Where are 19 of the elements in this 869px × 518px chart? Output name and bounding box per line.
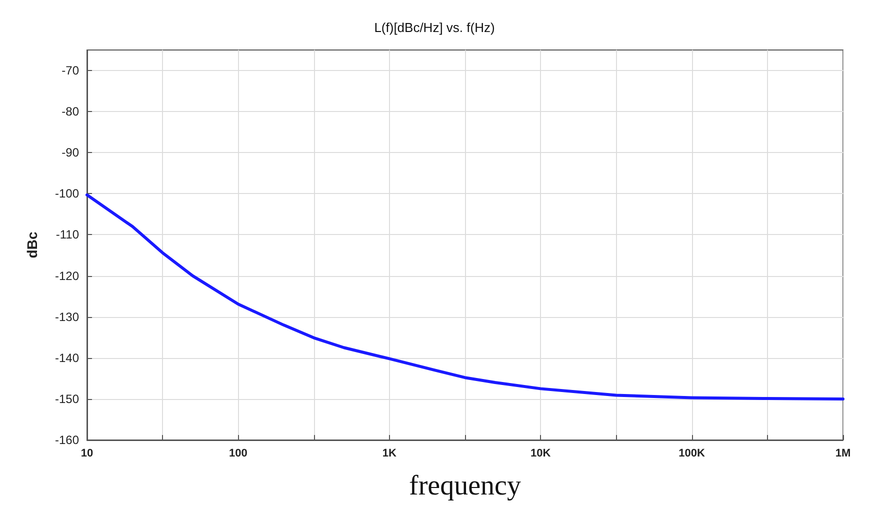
y-tick-label: -90 (62, 146, 80, 160)
x-tick-label: 10K (530, 448, 551, 460)
x-tick-label: 100 (229, 448, 248, 460)
x-tick-label: 1K (382, 448, 396, 460)
y-tick-label: -70 (62, 64, 80, 78)
chart-title: L(f)[dBc/Hz] vs. f(Hz) (374, 20, 495, 35)
x-tick-label: 1M (835, 448, 851, 460)
y-tick-label: -110 (56, 228, 80, 242)
y-tick-label: -140 (54, 350, 80, 365)
y-tick-label: -80 (62, 104, 80, 119)
x-tick-label: 100K (678, 448, 706, 460)
y-tick-label: -150 (54, 392, 80, 406)
y-tick-label: -100 (54, 186, 80, 201)
y-axis-title: dBc (24, 232, 40, 258)
y-tick-label: -130 (54, 310, 80, 324)
x-axis-title: frequency (409, 470, 521, 502)
y-tick-label: -160 (54, 433, 80, 447)
y-tick-label: -120 (54, 268, 80, 283)
x-tick-label: 10 (80, 448, 94, 460)
